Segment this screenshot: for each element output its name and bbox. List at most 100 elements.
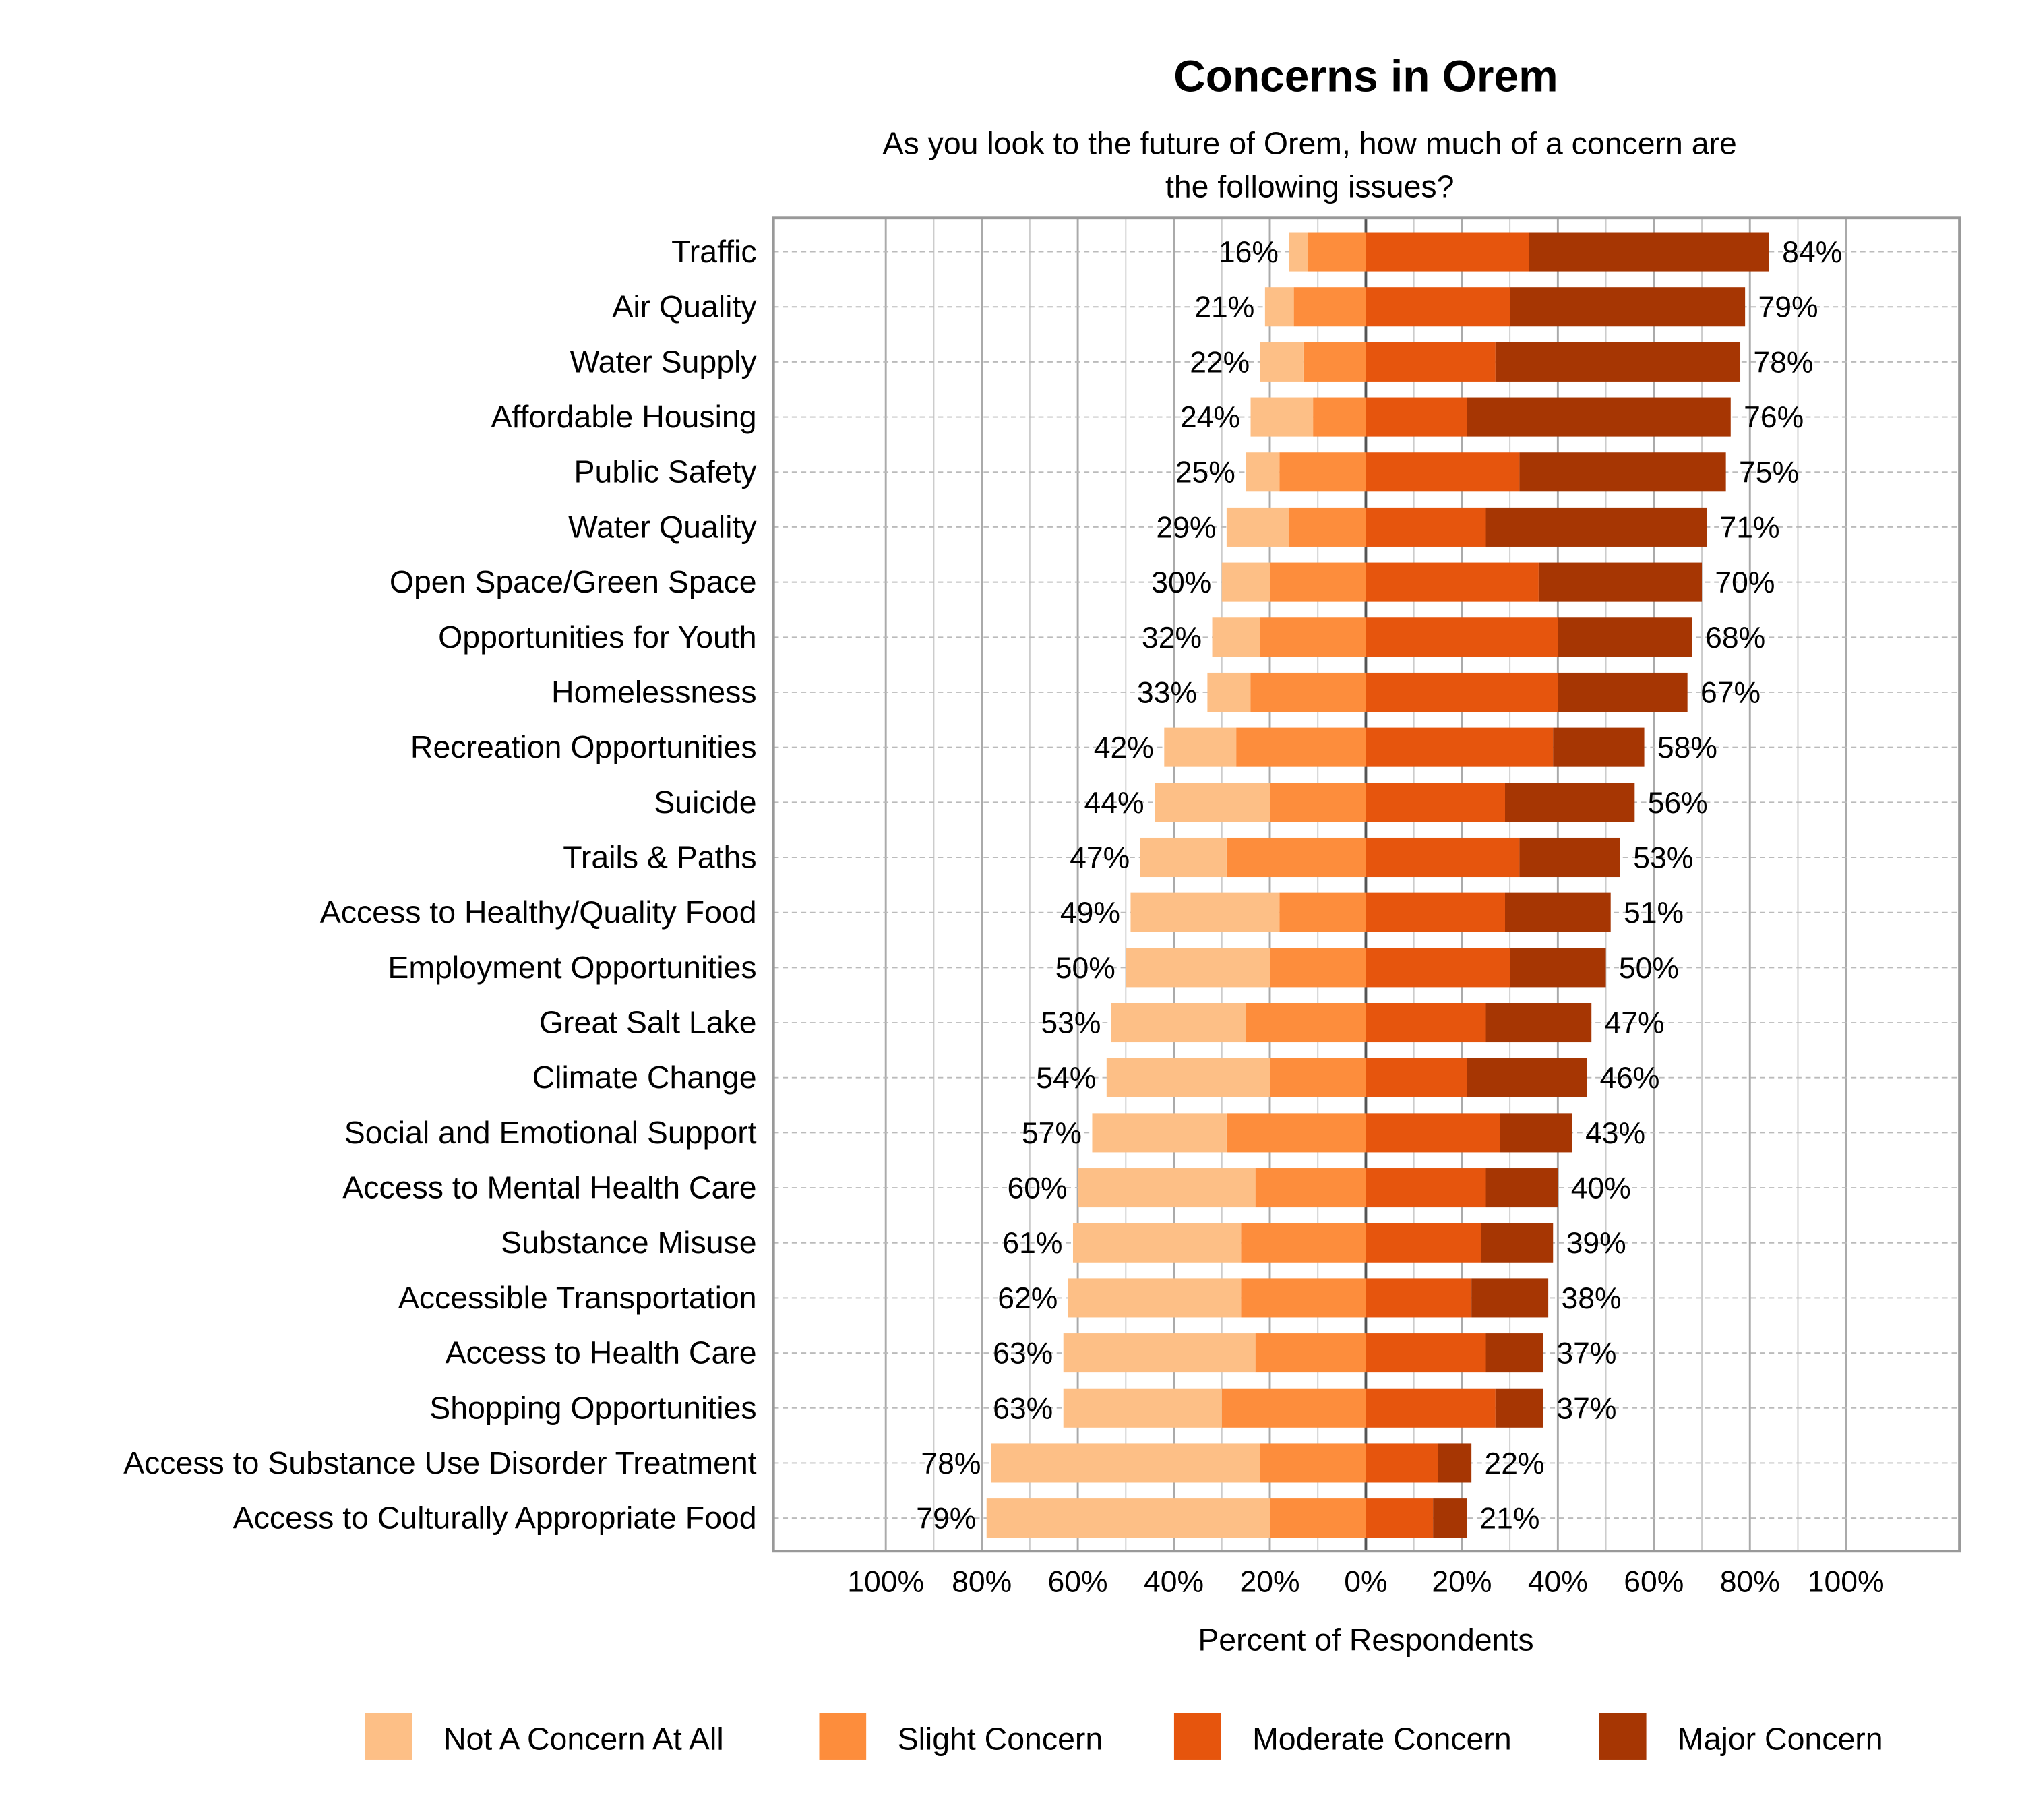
legend-item: Slight Concern	[819, 1713, 1103, 1760]
category-label: Open Space/Green Space	[390, 564, 757, 599]
bar-moderate-concern	[1366, 727, 1554, 767]
left-total-label: 22%	[1190, 346, 1250, 379]
right-total-label: 38%	[1561, 1282, 1621, 1315]
right-total-label: 39%	[1566, 1227, 1626, 1260]
left-total-label: 32%	[1142, 621, 1202, 655]
left-total-label: 63%	[993, 1392, 1053, 1425]
bar-not-a-concern	[1246, 452, 1280, 492]
bar-slight-concern	[1289, 507, 1366, 547]
bar-moderate-concern	[1366, 397, 1467, 437]
legend-item: Moderate Concern	[1173, 1713, 1512, 1760]
right-total-label: 84%	[1782, 236, 1842, 269]
right-total-label: 67%	[1701, 676, 1760, 709]
right-total-label: 76%	[1744, 401, 1804, 434]
right-total-label: 22%	[1485, 1447, 1545, 1480]
category-label: Public Safety	[574, 454, 758, 489]
right-total-label: 37%	[1556, 1337, 1616, 1370]
category-label: Air Quality	[612, 289, 757, 324]
left-total-label: 16%	[1219, 236, 1279, 269]
x-tick-label: 40%	[1528, 1565, 1588, 1598]
right-total-label: 47%	[1605, 1007, 1665, 1040]
bar-moderate-concern	[1366, 1498, 1434, 1538]
bar-slight-concern	[1270, 948, 1366, 988]
chart-title: Concerns in Orem	[1173, 51, 1558, 100]
category-label: Homelessness	[551, 674, 757, 709]
right-total-label: 37%	[1556, 1392, 1616, 1425]
bar-moderate-concern	[1366, 892, 1506, 932]
x-tick-label: 100%	[847, 1565, 924, 1598]
bar-not-a-concern	[1250, 397, 1314, 437]
left-total-label: 24%	[1180, 401, 1240, 434]
bar-slight-concern	[1226, 837, 1366, 878]
bar-moderate-concern	[1366, 1003, 1486, 1043]
bar-major-concern	[1495, 342, 1741, 382]
left-total-label: 33%	[1137, 676, 1197, 709]
category-label: Opportunities for Youth	[438, 619, 756, 655]
right-total-label: 40%	[1571, 1172, 1631, 1205]
bar-moderate-concern	[1366, 287, 1510, 327]
bar-not-a-concern	[1140, 837, 1227, 878]
left-total-label: 57%	[1022, 1117, 1082, 1150]
bar-major-concern	[1505, 892, 1611, 932]
bar-major-concern	[1500, 1113, 1572, 1153]
right-total-label: 53%	[1633, 841, 1693, 874]
category-label: Water Supply	[570, 344, 758, 379]
left-total-label: 60%	[1008, 1172, 1068, 1205]
bar-moderate-concern	[1366, 783, 1506, 822]
bar-major-concern	[1433, 1498, 1467, 1538]
legend-swatch	[819, 1713, 867, 1760]
bar-slight-concern	[1279, 892, 1366, 932]
bar-moderate-concern	[1366, 562, 1539, 602]
bar-major-concern	[1558, 617, 1692, 657]
left-total-label: 79%	[916, 1503, 976, 1536]
bar-moderate-concern	[1366, 342, 1496, 382]
bar-slight-concern	[1250, 672, 1366, 712]
bar-moderate-concern	[1366, 1443, 1438, 1483]
plot-border	[772, 216, 1961, 1553]
bar-major-concern	[1438, 1443, 1472, 1483]
left-total-label: 62%	[998, 1282, 1058, 1315]
bar-moderate-concern	[1366, 507, 1486, 547]
bar-slight-concern	[1313, 397, 1366, 437]
left-total-label: 53%	[1041, 1007, 1101, 1040]
bar-moderate-concern	[1366, 452, 1520, 492]
right-total-label: 71%	[1720, 511, 1780, 544]
bar-moderate-concern	[1366, 617, 1558, 657]
bar-major-concern	[1519, 837, 1620, 878]
category-label: Access to Culturally Appropriate Food	[233, 1500, 757, 1536]
chart-subtitle-line-1: As you look to the future of Orem, how m…	[883, 125, 1737, 160]
bar-slight-concern	[1260, 617, 1366, 657]
bar-not-a-concern	[986, 1498, 1270, 1538]
category-label: Climate Change	[532, 1060, 757, 1095]
legend-item: Not A Concern At All	[365, 1713, 724, 1760]
bar-slight-concern	[1246, 1003, 1366, 1043]
bar-major-concern	[1467, 397, 1731, 437]
bar-major-concern	[1495, 1388, 1543, 1428]
legend-swatch	[1173, 1713, 1221, 1760]
bar-slight-concern	[1270, 783, 1366, 822]
bar-moderate-concern	[1366, 1333, 1486, 1373]
bar-major-concern	[1558, 672, 1688, 712]
legend-swatch	[1599, 1713, 1647, 1760]
bar-moderate-concern	[1366, 1113, 1500, 1153]
right-total-label: 78%	[1753, 346, 1813, 379]
category-label: Access to Healthy/Quality Food	[320, 894, 757, 930]
right-total-label: 46%	[1599, 1062, 1659, 1095]
left-total-label: 54%	[1036, 1062, 1096, 1095]
right-total-label: 70%	[1715, 566, 1775, 599]
x-tick-label: 40%	[1144, 1565, 1204, 1598]
bar-major-concern	[1481, 1223, 1554, 1263]
x-tick-label: 20%	[1432, 1565, 1492, 1598]
bar-major-concern	[1529, 232, 1769, 272]
bar-not-a-concern	[1126, 948, 1270, 988]
bar-major-concern	[1519, 452, 1726, 492]
category-label: Trails & Paths	[563, 839, 756, 874]
bar-not-a-concern	[1130, 892, 1280, 932]
legend-label: Not A Concern At All	[443, 1721, 724, 1756]
legend-label: Major Concern	[1678, 1721, 1883, 1756]
bar-slight-concern	[1270, 562, 1366, 602]
category-label: Employment Opportunities	[388, 950, 756, 985]
bar-not-a-concern	[1221, 562, 1270, 602]
bar-major-concern	[1510, 948, 1606, 988]
bar-not-a-concern	[1063, 1388, 1222, 1428]
